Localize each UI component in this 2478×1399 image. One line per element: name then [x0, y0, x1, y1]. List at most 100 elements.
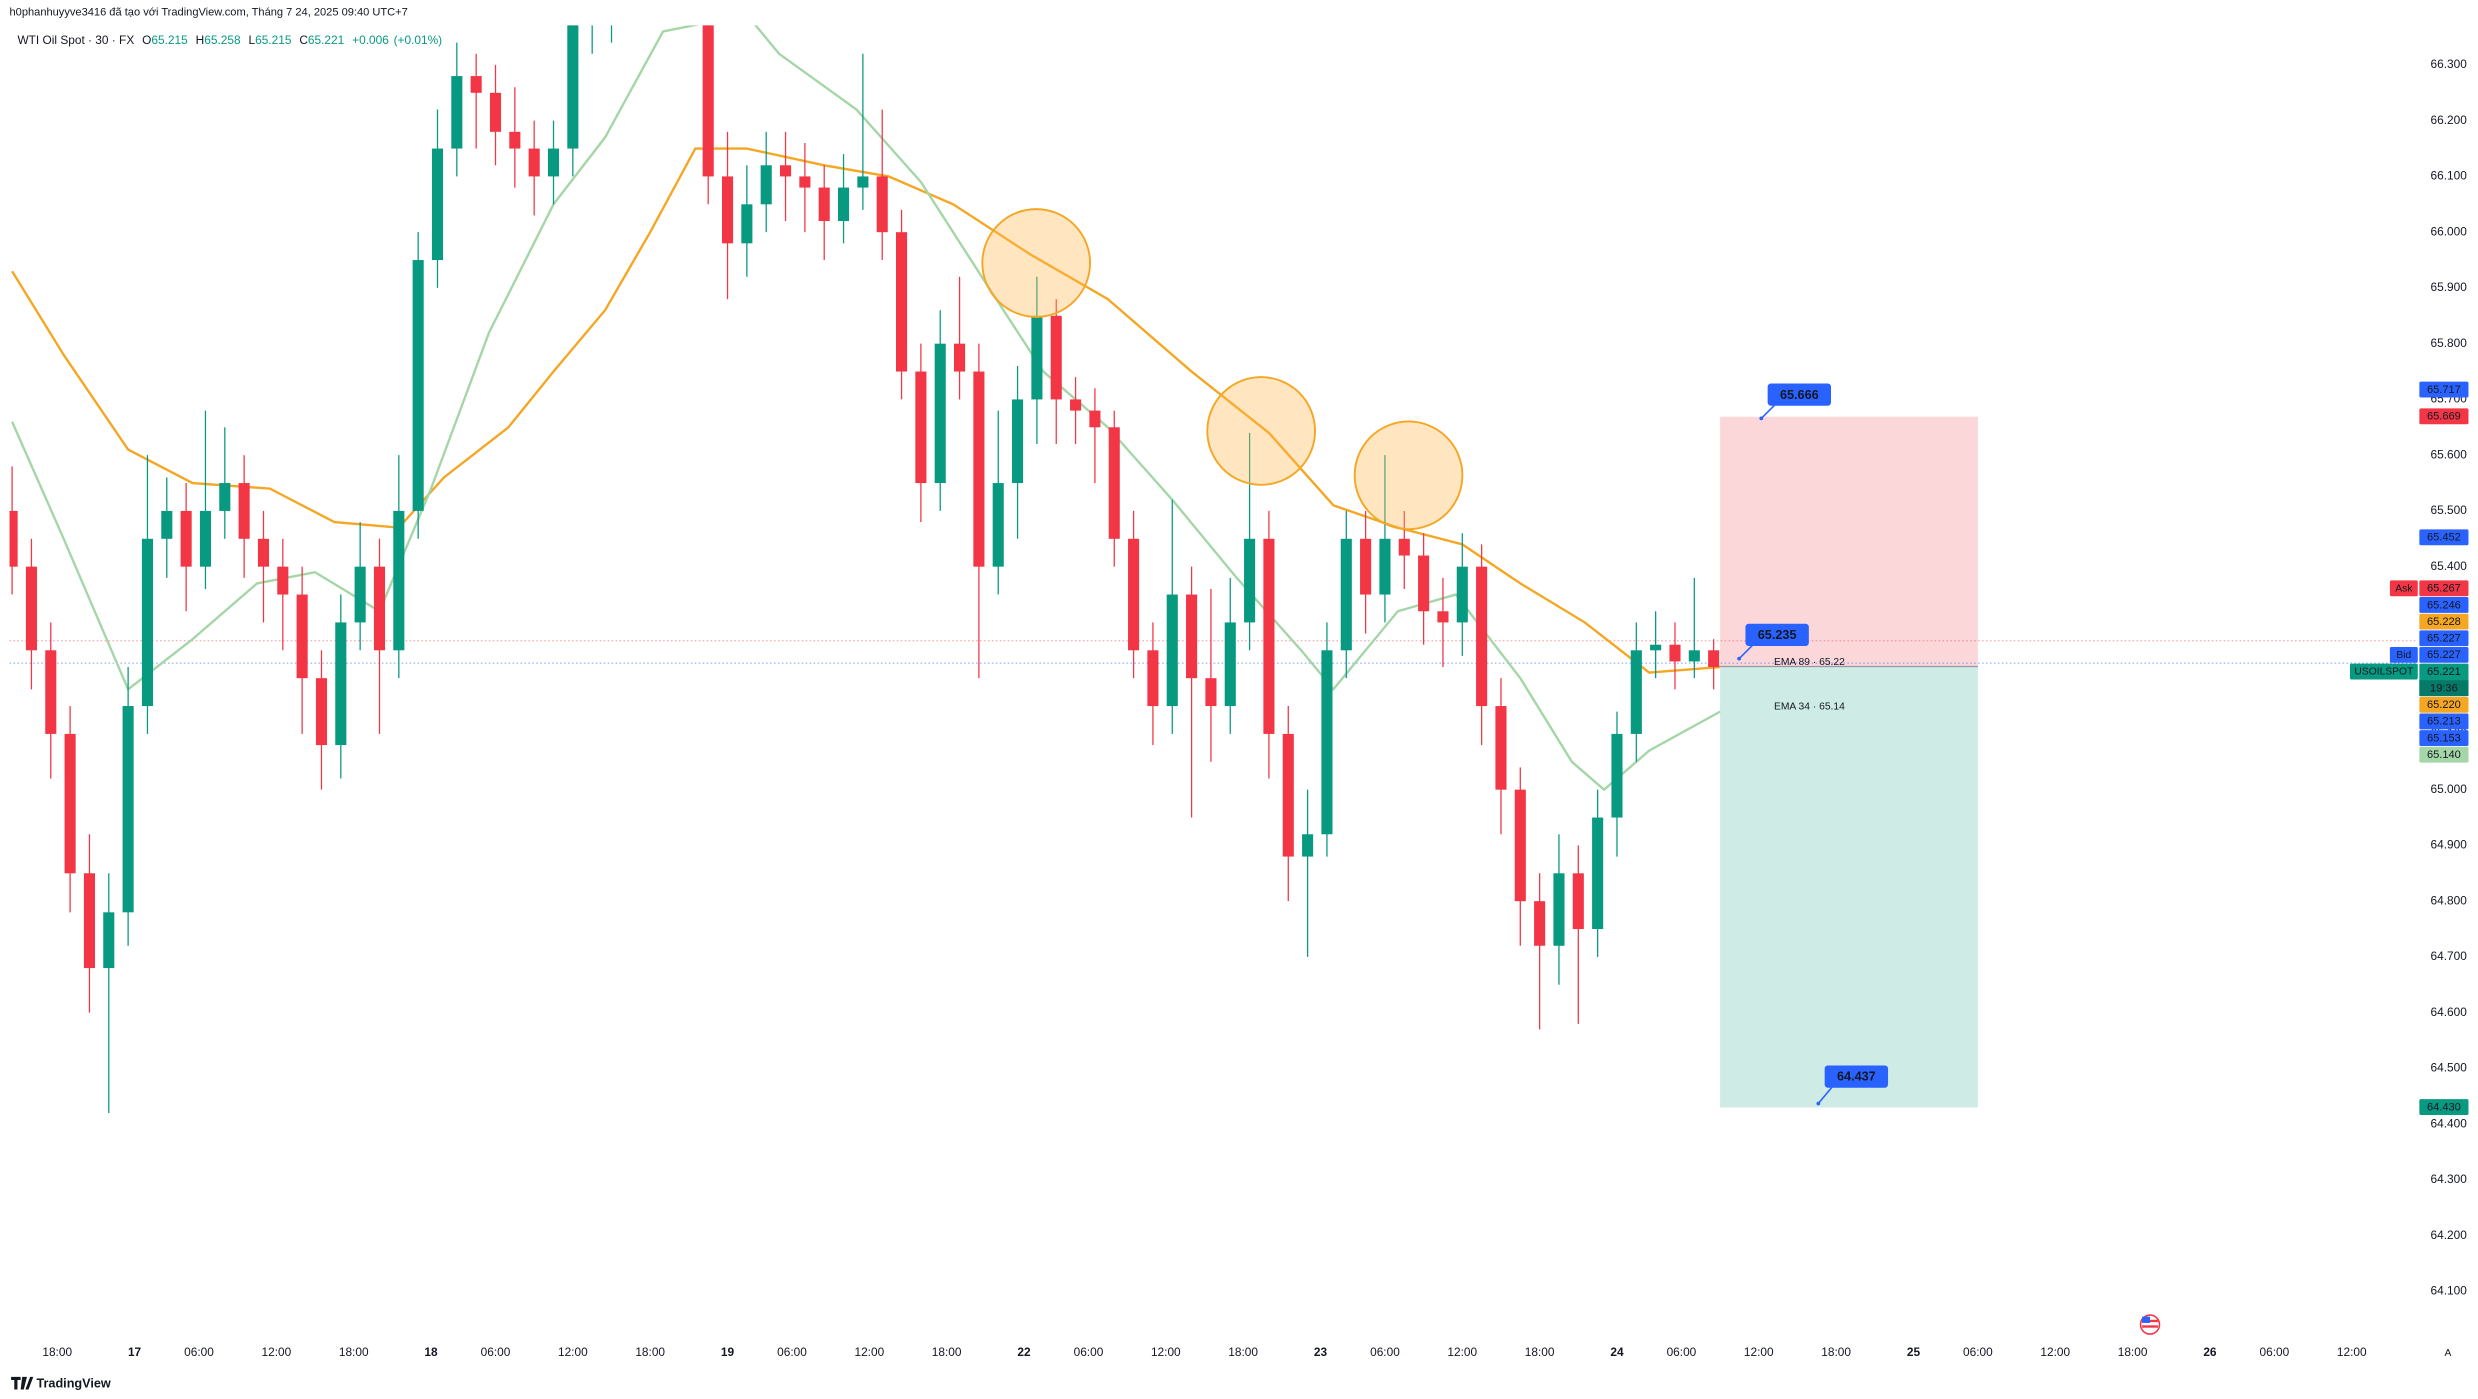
candle-body — [702, 25, 714, 177]
x-tick-label: 06:00 — [2260, 1345, 2290, 1359]
candle-body — [1186, 594, 1198, 679]
y-tick-label: 64.300 — [2431, 1172, 2468, 1186]
legend-key: C — [299, 33, 308, 47]
candle-body — [779, 165, 792, 177]
candle-body — [1456, 566, 1468, 623]
x-tick-label: 23 — [1314, 1345, 1328, 1359]
highlight-circle — [1206, 376, 1317, 486]
price-tag-prefix-label: Ask — [2395, 583, 2413, 594]
scale-button: A — [2444, 1348, 2451, 1359]
candle-body — [1089, 410, 1101, 428]
callout-box — [1745, 623, 1809, 646]
candle-body — [799, 176, 811, 188]
y-tick-label: 65.500 — [2431, 503, 2468, 517]
x-tick-label: 06:00 — [1074, 1345, 1104, 1359]
y-tick-label: 64.100 — [2431, 1284, 2468, 1298]
candle-body — [373, 566, 386, 651]
highlight-circle — [1353, 420, 1464, 531]
candle-body — [1205, 678, 1217, 707]
price-tag — [2419, 730, 2469, 746]
candle-body — [1224, 622, 1236, 707]
x-tick-label: 18:00 — [2118, 1345, 2148, 1359]
symbol: WTI Oil Spot · 30 · FX — [17, 33, 134, 47]
y-tick-label: 66.200 — [2431, 113, 2468, 127]
price-tag — [2419, 630, 2469, 647]
candle-body — [64, 733, 76, 874]
x-tick-label: 12:00 — [854, 1345, 884, 1359]
price-tag — [2419, 613, 2469, 630]
candle-body — [393, 510, 405, 651]
x-tick-label: 06:00 — [777, 1345, 807, 1359]
candle-body — [721, 176, 734, 244]
price-tag-prefix — [2349, 663, 2418, 680]
candle-body — [412, 260, 424, 511]
candle-body — [1050, 315, 1062, 400]
x-tick-label: 06:00 — [1963, 1345, 1993, 1359]
candle-body — [934, 343, 946, 484]
legend-value: 65.215 — [151, 33, 188, 47]
countdown: 19:36 — [2430, 682, 2458, 694]
x-tick-label: 24 — [1610, 1345, 1624, 1359]
legend-key: H — [196, 33, 205, 47]
candle-body — [1321, 650, 1333, 835]
price-tag-label: 65.221 — [2427, 666, 2461, 678]
candle-body — [1476, 566, 1488, 707]
x-tick-label: 12:00 — [1744, 1345, 1774, 1359]
x-tick-label: 06:00 — [481, 1345, 511, 1359]
symbol-legend: WTI Oil Spot · 30 · FX O65.215 H65.258 L65.… — [17, 33, 442, 47]
y-tick-label: 65.400 — [2431, 559, 2468, 573]
x-tick-label: 18:00 — [1525, 1345, 1555, 1359]
y-tick-label: 66.300 — [2431, 57, 2468, 71]
y-tick-label: 64.200 — [2431, 1228, 2468, 1242]
x-tick-label: 26 — [2203, 1345, 2217, 1359]
candle-body — [992, 483, 1004, 567]
candle-body — [1534, 901, 1546, 946]
highlight-circle — [981, 208, 1092, 318]
x-tick-label: 18:00 — [1821, 1345, 1851, 1359]
candle-body — [122, 706, 134, 913]
candle-body — [199, 510, 212, 567]
y-tick-label: 64.500 — [2431, 1061, 2468, 1075]
candle-body — [9, 510, 18, 567]
x-tick-label: 18:00 — [42, 1345, 72, 1359]
x-tick-label: 18:00 — [635, 1345, 665, 1359]
position-zones — [9, 416, 2417, 1108]
target-zone — [1720, 666, 1978, 1108]
author-line: h0phanhuyyve3416 đã tạo với TradingView.… — [10, 7, 408, 19]
price-tag-label: 65.452 — [2427, 532, 2461, 544]
candle-body — [1070, 399, 1082, 411]
footer: TradingView — [11, 1376, 111, 1390]
price-tag — [2419, 1099, 2469, 1115]
price-tag — [2419, 696, 2469, 713]
candle-body — [1031, 315, 1043, 400]
x-tick-label: 12:00 — [1151, 1345, 1181, 1359]
y-tick-label: 65.000 — [2431, 782, 2468, 796]
candle-body — [567, 25, 579, 149]
y-tick-label: 64.400 — [2431, 1116, 2468, 1130]
legend-key: L — [248, 33, 255, 47]
callout-label: 64.437 — [1837, 1070, 1876, 1084]
candle-body — [257, 538, 270, 567]
x-tick-label: 25 — [1907, 1345, 1921, 1359]
y-tick-label: 64.600 — [2431, 1005, 2468, 1019]
candle-body — [296, 594, 308, 679]
price-tag-label: 65.153 — [2427, 732, 2461, 744]
x-tick-label: 12:00 — [1447, 1345, 1477, 1359]
x-tick-label: 06:00 — [184, 1345, 214, 1359]
candle-body — [1418, 555, 1430, 612]
x-tick-label: 06:00 — [1370, 1345, 1400, 1359]
price-tag — [2419, 408, 2469, 425]
price-tag-label: 65.246 — [2427, 599, 2461, 611]
candle-body — [83, 873, 95, 969]
candle-body — [1360, 538, 1372, 595]
ema-label: EMA 34 · 65.14 — [1774, 702, 1845, 713]
header: h0phanhuyyve3416 đã tạo với TradingView.… — [10, 7, 443, 48]
price-tag-prefix-label: USOILSPOT — [2354, 667, 2414, 678]
y-tick-label: 65.900 — [2431, 280, 2468, 294]
price-tag-label: 65.213 — [2427, 716, 2461, 728]
x-tick-label: 12:00 — [2040, 1345, 2070, 1359]
callout-box — [1824, 1065, 1889, 1088]
price-tag-label: 65.669 — [2427, 411, 2461, 423]
